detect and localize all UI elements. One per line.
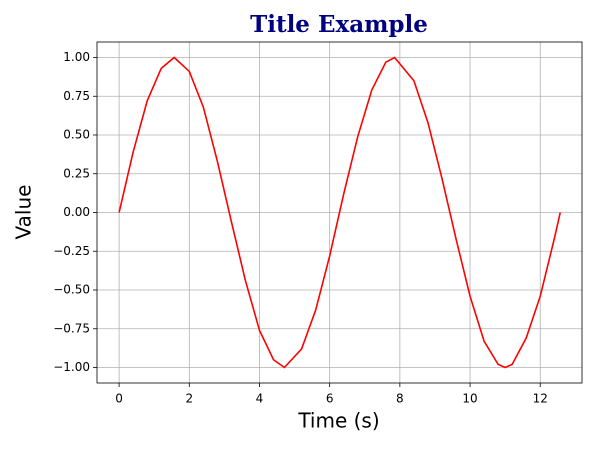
x-tick-label: 6	[326, 392, 334, 406]
y-tick-label: −0.75	[53, 321, 90, 335]
y-tick-label: −0.50	[53, 283, 90, 297]
x-axis-label: Time (s)	[297, 409, 379, 433]
chart-title: Title Example	[250, 11, 428, 38]
x-tick-label: 0	[115, 392, 123, 406]
y-axis-label: Value	[12, 185, 36, 240]
y-tick-label: 0.25	[63, 166, 90, 180]
y-tick-label: −1.00	[53, 360, 90, 374]
y-tick-label: 0.00	[63, 205, 90, 219]
y-tick-label: −0.25	[53, 244, 90, 258]
line	[118, 56, 562, 369]
y-tick-label: 0.75	[63, 89, 90, 103]
x-tick-label: 12	[533, 392, 548, 406]
x-tick-label: 8	[396, 392, 404, 406]
y-tick-label: 0.50	[63, 128, 90, 142]
plot-frame	[96, 41, 583, 384]
x-tick-label: 4	[256, 392, 264, 406]
x-tick-label: 10	[462, 392, 477, 406]
y-tick-label: 1.00	[63, 50, 90, 64]
x-tick-label: 2	[185, 392, 193, 406]
